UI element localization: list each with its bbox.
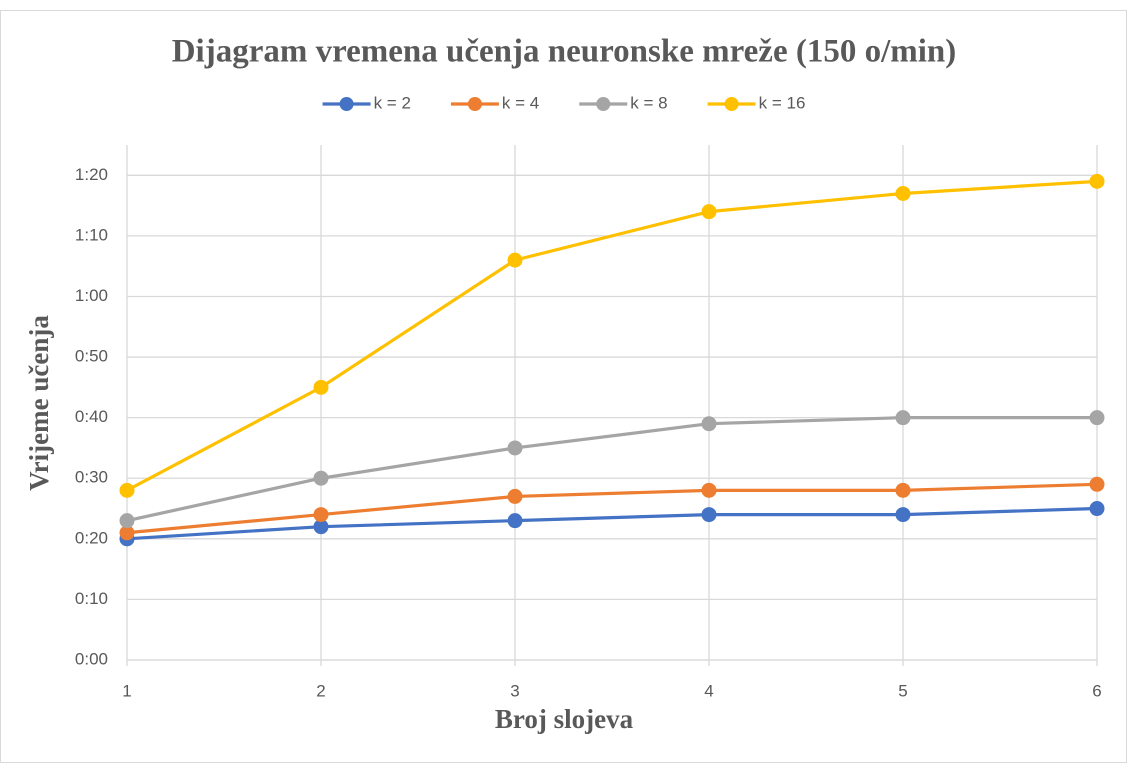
x-tick-label: 6 bbox=[1092, 681, 1101, 700]
y-tick-label: 0:00 bbox=[75, 649, 108, 668]
chart-border bbox=[0, 10, 1127, 763]
x-tick-label: 4 bbox=[704, 681, 713, 700]
series-line bbox=[126, 179, 1098, 492]
y-tick-label: 0:40 bbox=[75, 407, 108, 426]
marker bbox=[1089, 173, 1105, 189]
marker bbox=[119, 482, 135, 498]
marker bbox=[895, 185, 911, 201]
marker bbox=[507, 440, 523, 456]
series-line bbox=[126, 506, 1098, 541]
marker bbox=[895, 410, 911, 426]
marker bbox=[1089, 476, 1105, 492]
x-tick-label: 1 bbox=[122, 681, 131, 700]
marker bbox=[1089, 410, 1105, 426]
chart-title: Dijagram vremena učenja neuronske mreže … bbox=[172, 34, 957, 70]
y-axis-title: Vrijeme učenja bbox=[24, 315, 54, 491]
x-tick-label: 2 bbox=[316, 681, 325, 700]
y-tick-label: 0:10 bbox=[75, 589, 108, 608]
y-tick-label: 0:30 bbox=[75, 468, 108, 487]
marker bbox=[313, 379, 329, 395]
y-tick-label: 1:20 bbox=[75, 165, 108, 184]
x-tick-label: 5 bbox=[898, 681, 907, 700]
marker bbox=[895, 507, 911, 523]
legend-label: k = 4 bbox=[502, 93, 539, 112]
legend-label: k = 8 bbox=[630, 93, 667, 112]
marker bbox=[701, 482, 717, 498]
y-tick-label: 1:00 bbox=[75, 286, 108, 305]
marker bbox=[701, 507, 717, 523]
legend-marker bbox=[339, 97, 354, 111]
x-axis-title: Broj slojeva bbox=[495, 704, 634, 734]
marker bbox=[701, 204, 717, 220]
marker bbox=[1089, 501, 1105, 517]
y-tick-label: 1:10 bbox=[75, 225, 108, 244]
legend-marker bbox=[596, 97, 611, 111]
series-line bbox=[126, 482, 1098, 535]
y-tick-label: 0:20 bbox=[75, 528, 108, 547]
marker bbox=[701, 416, 717, 432]
x-tick-label: 3 bbox=[510, 681, 519, 700]
legend-marker bbox=[724, 97, 739, 111]
legend-label: k = 16 bbox=[759, 93, 806, 112]
marker bbox=[313, 470, 329, 486]
marker bbox=[507, 488, 523, 504]
y-tick-label: 0:50 bbox=[75, 347, 108, 366]
series-line bbox=[126, 416, 1097, 523]
marker bbox=[507, 513, 523, 529]
marker bbox=[895, 482, 911, 498]
legend-marker bbox=[467, 97, 482, 111]
legend-label: k = 2 bbox=[374, 93, 411, 112]
marker bbox=[507, 252, 523, 268]
marker bbox=[313, 507, 329, 523]
marker bbox=[119, 513, 135, 529]
